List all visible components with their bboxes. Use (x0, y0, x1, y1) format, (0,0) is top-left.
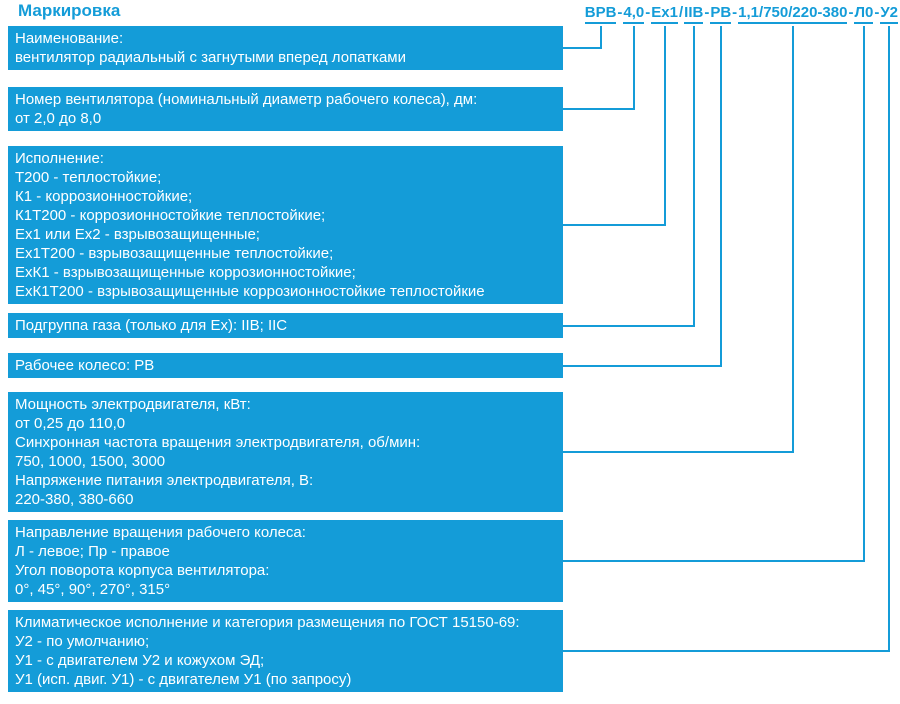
box-line: Климатическое исполнение и категория раз… (15, 614, 520, 631)
connector-line (563, 26, 794, 453)
box-line: Т200 - теплостойкие; (15, 169, 162, 186)
box-line: У1 - с двигателем У2 и кожухом ЭД; (15, 652, 265, 669)
connector-line (563, 26, 890, 652)
product-code: ВРВ-4,0-Ex1/IIB-РВ-1,1/750/220-380-Л0-У2 (584, 4, 898, 24)
box-gas-subgroup: Подгруппа газа (только для Ex): IIB; IIC (8, 313, 563, 338)
box-name: Наименование: вентилятор радиальный с за… (8, 26, 563, 70)
code-separator: - (732, 4, 738, 21)
box-line: Рабочее колесо: РВ (15, 357, 155, 374)
box-line: ExК1 - взрывозащищенные коррозионностойк… (15, 264, 356, 281)
code-separator: - (645, 4, 651, 21)
box-line: 750, 1000, 1500, 3000 (15, 453, 166, 470)
box-line: вентилятор радиальный с загнутыми вперед… (15, 49, 406, 66)
box-line: Угол поворота корпуса вентилятора: (15, 562, 270, 579)
box-motor-specs: Мощность электродвигателя, кВт: от 0,25 … (8, 392, 563, 512)
code-separator: - (848, 4, 854, 21)
code-segment-power-speed-voltage: 1,1/750/220-380 (738, 4, 848, 24)
code-segment-impeller: РВ (710, 4, 732, 24)
box-line: Наименование: (15, 30, 124, 47)
box-line: Номер вентилятора (номинальный диаметр р… (15, 91, 478, 108)
connector-line (563, 26, 865, 562)
box-line: Л - левое; Пр - правое (15, 543, 170, 560)
connector-line (563, 26, 635, 110)
code-segment-size: 4,0 (623, 4, 645, 24)
box-design-versions: Исполнение: Т200 - теплостойкие; К1 - ко… (8, 146, 563, 304)
code-segment-gas-subgroup: IIB (684, 4, 704, 24)
code-separator: - (617, 4, 623, 21)
box-line: Ex1Т200 - взрывозащищенные теплостойкие; (15, 245, 334, 262)
box-line: ExК1Т200 - взрывозащищенные коррозионнос… (15, 283, 485, 300)
code-separator: - (704, 4, 710, 21)
box-line: Напряжение питания электродвигателя, В: (15, 472, 314, 489)
box-line: К1 - коррозионностойкие; (15, 188, 193, 205)
box-line: У2 - по умолчанию; (15, 633, 150, 650)
page-title: Маркировка (18, 1, 121, 20)
code-separator: / (678, 4, 684, 21)
connector-line (563, 26, 666, 226)
code-segment-series: ВРВ (584, 4, 617, 24)
box-line: Направление вращения рабочего колеса: (15, 524, 306, 541)
box-line: 220-380, 380-660 (15, 491, 134, 508)
box-climatic-version: Климатическое исполнение и категория раз… (8, 610, 563, 692)
box-line: Синхронная частота вращения электродвига… (15, 434, 421, 451)
box-line: от 2,0 до 8,0 (15, 110, 102, 127)
connector-line (563, 26, 722, 367)
code-segment-direction-angle: Л0 (854, 4, 874, 24)
box-line: Подгруппа газа (только для Ex): IIB; IIC (15, 317, 288, 334)
box-impeller: Рабочее колесо: РВ (8, 353, 563, 378)
code-segment-climatic: У2 (880, 4, 898, 24)
box-line: Мощность электродвигателя, кВт: (15, 396, 251, 413)
box-line: У1 (исп. двиг. У1) - с двигателем У1 (по… (15, 671, 352, 688)
box-line: от 0,25 до 110,0 (15, 415, 126, 432)
box-line: Ex1 или Ex2 - взрывозащищенные; (15, 226, 260, 243)
code-separator: - (874, 4, 880, 21)
code-segment-design: Ex1 (651, 4, 678, 24)
connector-line (563, 26, 602, 49)
box-line: К1Т200 - коррозионностойкие теплостойкие… (15, 207, 326, 224)
box-line: 0°, 45°, 90°, 270°, 315° (15, 581, 171, 598)
box-fan-number: Номер вентилятора (номинальный диаметр р… (8, 87, 563, 131)
box-line: Исполнение: (15, 150, 104, 167)
connector-line (563, 26, 695, 327)
box-rotation-direction: Направление вращения рабочего колеса: Л … (8, 520, 563, 602)
